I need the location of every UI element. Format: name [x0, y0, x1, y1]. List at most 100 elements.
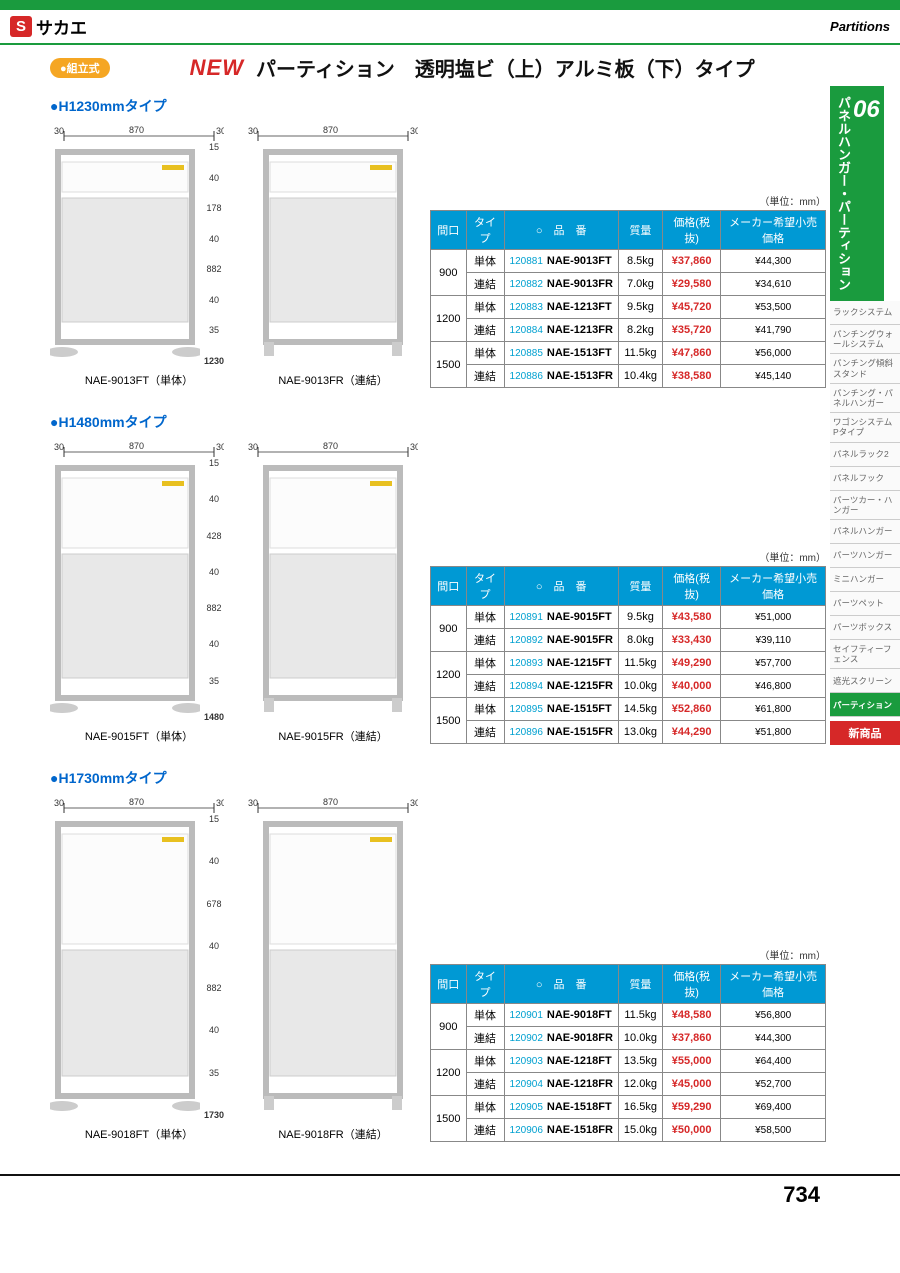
- cell-mass: 12.0kg: [618, 1073, 662, 1096]
- sidebar-link[interactable]: ミニハンガー: [830, 568, 900, 592]
- table-header: 間口: [431, 965, 466, 1004]
- logo-s-badge: S: [10, 16, 32, 37]
- cell-mass: 11.5kg: [618, 652, 662, 675]
- logo-text: サカエ: [36, 14, 87, 39]
- table-row: 連結120886NAE-1513FR10.4kg¥38,580¥45,140: [431, 365, 826, 388]
- sidebar-link[interactable]: 遮光スクリーン: [830, 669, 900, 693]
- table-row: 連結120884NAE-1213FR8.2kg¥35,720¥41,790: [431, 319, 826, 342]
- svg-text:30: 30: [54, 798, 64, 808]
- sidebar-link[interactable]: パネルフック: [830, 467, 900, 491]
- width-dimension: 30 870 30: [248, 440, 418, 458]
- svg-text:30: 30: [248, 442, 258, 452]
- table-row: 900単体120881NAE-9013FT8.5kg¥37,860¥44,300: [431, 250, 826, 273]
- table-row: 連結120892NAE-9015FR8.0kg¥33,430¥39,110: [431, 629, 826, 652]
- cell-msrp: ¥61,800: [721, 698, 826, 721]
- table-row: 連結120902NAE-9018FR10.0kg¥37,860¥44,300: [431, 1027, 826, 1050]
- panel-caption: NAE-9013FT（単体）: [85, 372, 193, 388]
- table-header: ○ 品 番: [504, 567, 618, 606]
- table-row: 1200単体120893NAE-1215FT11.5kg¥49,290¥57,7…: [431, 652, 826, 675]
- svg-text:870: 870: [129, 441, 144, 451]
- sidebar-link[interactable]: パーティション: [830, 693, 900, 717]
- assembly-badge: ●組立式: [50, 58, 110, 78]
- cell-mass: 10.0kg: [618, 675, 662, 698]
- cell-code: 120892NAE-9015FR: [504, 629, 618, 652]
- section-row: 30 870 30 15401784088240351230 NAE-9013F…: [50, 124, 826, 388]
- table-header: タイプ: [466, 211, 504, 250]
- panel-caption: NAE-9013FR（連結）: [278, 372, 387, 388]
- panel-figure-single: 30 870 30 15406784088240351730 NAE-9018F…: [50, 796, 228, 1142]
- sidebar-link[interactable]: パンチング傾斜スタンド: [830, 354, 900, 383]
- sidebar-link[interactable]: パーツペット: [830, 592, 900, 616]
- cell-price: ¥33,430: [662, 629, 720, 652]
- cell-mass: 14.5kg: [618, 698, 662, 721]
- cell-price: ¥49,290: [662, 652, 720, 675]
- cell-type: 単体: [466, 250, 504, 273]
- cell-type: 単体: [466, 698, 504, 721]
- section-title: ●H1730mmタイプ: [50, 768, 826, 788]
- table-header: 間口: [431, 567, 466, 606]
- cell-msrp: ¥64,400: [721, 1050, 826, 1073]
- price-table: 間口タイプ○ 品 番質量価格(税抜)メーカー希望小売価格900単体120901N…: [430, 964, 826, 1142]
- svg-text:30: 30: [410, 798, 418, 808]
- cell-code: 120895NAE-1515FT: [504, 698, 618, 721]
- cell-type: 連結: [466, 675, 504, 698]
- header: S サカエ Partitions: [0, 10, 900, 45]
- cell-code: 120886NAE-1513FR: [504, 365, 618, 388]
- cell-type: 単体: [466, 342, 504, 365]
- section-row: 30 870 30 15404284088240351480 NAE-9015F…: [50, 440, 826, 744]
- sidebar-link[interactable]: パーツハンガー: [830, 544, 900, 568]
- cell-code: 120896NAE-1515FR: [504, 721, 618, 744]
- cell-code: 120901NAE-9018FT: [504, 1004, 618, 1027]
- svg-text:30: 30: [248, 126, 258, 136]
- cell-price: ¥43,580: [662, 606, 720, 629]
- table-row: 900単体120901NAE-9018FT11.5kg¥48,580¥56,80…: [431, 1004, 826, 1027]
- table-header: タイプ: [466, 965, 504, 1004]
- partition-diagram: [258, 142, 408, 366]
- svg-text:30: 30: [410, 442, 418, 452]
- cell-price: ¥37,860: [662, 1027, 720, 1050]
- cell-mass: 10.0kg: [618, 1027, 662, 1050]
- cell-type: 単体: [466, 296, 504, 319]
- sidebar-link[interactable]: ラックシステム: [830, 301, 900, 325]
- sidebar-link[interactable]: パンチングウォールシステム: [830, 325, 900, 354]
- price-table-wrap: （単位：mm）間口タイプ○ 品 番質量価格(税抜)メーカー希望小売価格900単体…: [430, 549, 826, 744]
- dimension-labels: 15401784088240351230: [200, 142, 228, 366]
- cell-mass: 15.0kg: [618, 1119, 662, 1142]
- panel-figure-joint: 30 870 30 NAE-9013FR（連結）: [248, 124, 418, 388]
- cell-type: 単体: [466, 652, 504, 675]
- cell-span: 900: [431, 1004, 466, 1050]
- cell-code: 120883NAE-1213FT: [504, 296, 618, 319]
- sidebar-link[interactable]: パネルラック2: [830, 443, 900, 467]
- table-header: ○ 品 番: [504, 211, 618, 250]
- cell-span: 1200: [431, 296, 466, 342]
- cell-type: 連結: [466, 1073, 504, 1096]
- panel-figure-single: 30 870 30 15404284088240351480 NAE-9015F…: [50, 440, 228, 744]
- cell-code: 120903NAE-1218FT: [504, 1050, 618, 1073]
- table-row: 1500単体120905NAE-1518FT16.5kg¥59,290¥69,4…: [431, 1096, 826, 1119]
- table-header: 間口: [431, 211, 466, 250]
- sidebar-link[interactable]: パンチング・パネルハンガー: [830, 384, 900, 413]
- table-header: ○ 品 番: [504, 965, 618, 1004]
- section-row: 30 870 30 15406784088240351730 NAE-9018F…: [50, 796, 826, 1142]
- cell-code: 120881NAE-9013FT: [504, 250, 618, 273]
- cell-msrp: ¥44,300: [721, 1027, 826, 1050]
- table-row: 連結120894NAE-1215FR10.0kg¥40,000¥46,800: [431, 675, 826, 698]
- cell-code: 120904NAE-1218FR: [504, 1073, 618, 1096]
- table-header: メーカー希望小売価格: [721, 965, 826, 1004]
- cell-type: 単体: [466, 1050, 504, 1073]
- sidebar-link[interactable]: パーツカー・ハンガー: [830, 491, 900, 520]
- sidebar-link[interactable]: パネルハンガー: [830, 520, 900, 544]
- cell-price: ¥37,860: [662, 250, 720, 273]
- panel-figure-single: 30 870 30 15401784088240351230 NAE-9013F…: [50, 124, 228, 388]
- svg-text:30: 30: [216, 126, 224, 136]
- sidebar-link[interactable]: セイフティーフェンス: [830, 640, 900, 669]
- cell-price: ¥50,000: [662, 1119, 720, 1142]
- cell-price: ¥59,290: [662, 1096, 720, 1119]
- cell-price: ¥44,290: [662, 721, 720, 744]
- table-row: 連結120882NAE-9013FR7.0kg¥29,580¥34,610: [431, 273, 826, 296]
- sidebar-link[interactable]: パーツボックス: [830, 616, 900, 640]
- price-table-wrap: （単位：mm）間口タイプ○ 品 番質量価格(税抜)メーカー希望小売価格900単体…: [430, 947, 826, 1142]
- cell-price: ¥38,580: [662, 365, 720, 388]
- sidebar-link[interactable]: ワゴンシステムPタイプ: [830, 413, 900, 442]
- table-row: 連結120904NAE-1218FR12.0kg¥45,000¥52,700: [431, 1073, 826, 1096]
